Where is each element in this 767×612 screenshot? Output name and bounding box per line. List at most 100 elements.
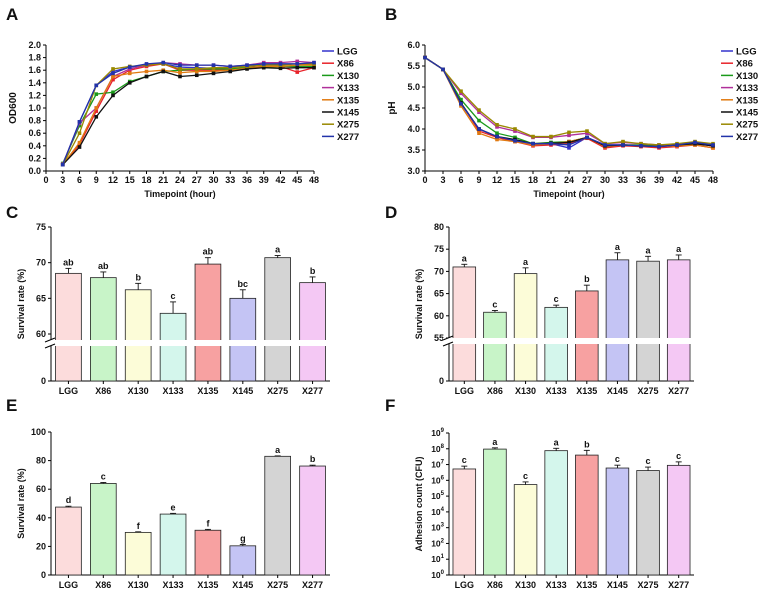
significance-letter: b	[584, 274, 590, 284]
y-tick-label: 80	[434, 222, 444, 232]
y-tick-label: 0.8	[28, 116, 41, 126]
significance-letter: a	[554, 437, 560, 447]
x-tick-label: 0	[43, 175, 48, 185]
x-tick-label: 6	[77, 175, 82, 185]
legend-label: X130	[337, 71, 359, 82]
x-tick-label: 9	[476, 175, 481, 185]
x-tick-label: 45	[292, 175, 302, 185]
data-point	[228, 69, 233, 74]
bar-x86	[483, 448, 507, 576]
x-tick-label: 9	[94, 175, 99, 185]
x-axis-label: Timepoint (hour)	[533, 189, 604, 199]
data-point	[161, 69, 166, 74]
data-point	[477, 129, 481, 133]
data-point	[111, 74, 115, 79]
significance-letter: d	[66, 495, 72, 505]
x-tick-label: 27	[582, 175, 592, 185]
bar-x133	[159, 513, 187, 576]
bar-x277	[666, 464, 691, 576]
bar-x86	[90, 277, 117, 382]
data-point	[459, 104, 463, 108]
data-point	[639, 141, 643, 146]
y-tick-label: 108	[431, 444, 444, 454]
legend-label: X277	[337, 132, 359, 143]
axis-break-mark	[442, 341, 454, 347]
data-point	[312, 65, 316, 70]
bar-x275	[636, 260, 660, 382]
data-point	[77, 140, 82, 145]
significance-letter: c	[646, 456, 651, 466]
bar-lgg	[55, 272, 82, 382]
panel-label-c: C	[6, 203, 18, 222]
x-tick-label: X133	[163, 580, 184, 590]
bar-x130	[513, 484, 538, 576]
legend-label: X145	[736, 108, 759, 119]
data-point	[477, 127, 481, 131]
data-point	[111, 71, 115, 76]
significance-letter: b	[584, 439, 590, 449]
x-tick-label: 36	[636, 175, 646, 185]
data-point	[228, 64, 233, 69]
y-tick-label: 104	[431, 507, 444, 517]
y-tick-label: 107	[431, 460, 444, 470]
data-point	[94, 106, 99, 110]
data-point	[603, 143, 607, 147]
data-point	[585, 129, 589, 133]
y-tick-label: 106	[431, 475, 444, 485]
bar-chart-e: 0 20 40 60 80 100 Survival rate (%) d LGG c X86 f X1…	[16, 427, 330, 590]
significance-letter: ab	[98, 261, 109, 271]
data-point	[441, 67, 445, 72]
x-tick-label: 39	[259, 175, 269, 185]
bar-x275	[264, 257, 291, 382]
significance-letter: bc	[238, 279, 249, 289]
y-tick-base: 10	[431, 460, 441, 470]
legend-label: X135	[337, 95, 360, 106]
data-point	[194, 69, 199, 74]
data-point	[675, 143, 679, 147]
series-line-x135	[62, 64, 314, 166]
x-tick-label: X275	[638, 580, 659, 590]
y-tick-label: 105	[431, 491, 444, 501]
y-tick-base: 10	[431, 444, 441, 454]
data-point	[127, 71, 132, 76]
data-point	[567, 130, 571, 135]
data-point	[549, 141, 553, 146]
data-point	[513, 127, 517, 131]
y-tick-label: 101	[431, 554, 444, 564]
data-point	[178, 70, 182, 75]
bar-x277	[299, 282, 326, 382]
data-point	[621, 139, 625, 144]
legend-label: X275	[337, 120, 360, 131]
axis-break-mark	[442, 335, 454, 341]
y-tick-base: 10	[431, 428, 441, 438]
significance-letter: f	[206, 518, 210, 528]
panel-label-d: D	[385, 203, 397, 222]
x-tick-label: 24	[175, 175, 185, 185]
y-tick-label: 60	[36, 484, 46, 494]
data-point	[261, 62, 266, 66]
data-point	[567, 146, 571, 150]
y-tick-label: 4.0	[407, 124, 420, 134]
bar-x135	[575, 290, 599, 382]
x-tick-label: X277	[668, 580, 689, 590]
data-point	[459, 91, 463, 96]
y-tick-exponent: 3	[441, 523, 445, 529]
data-point	[621, 143, 625, 147]
y-tick-label: 100	[31, 427, 46, 437]
x-tick-label: 21	[158, 175, 168, 185]
x-tick-label: 48	[708, 175, 718, 185]
y-axis-label: Survival rate (%)	[16, 269, 26, 340]
x-tick-label: 3	[440, 175, 445, 185]
x-tick-label: 42	[275, 175, 285, 185]
data-point	[513, 138, 517, 143]
y-tick-label: 75	[434, 244, 444, 254]
legend-label: X133	[337, 83, 359, 94]
x-tick-label: LGG	[59, 580, 79, 590]
y-axis-label: Survival rate (%)	[16, 468, 26, 539]
y-tick-label: 70	[434, 266, 444, 276]
series-line-x277	[62, 61, 315, 165]
data-point	[278, 62, 283, 66]
data-point	[194, 63, 199, 67]
bar-x277	[299, 465, 326, 576]
x-tick-label: 18	[141, 175, 151, 185]
